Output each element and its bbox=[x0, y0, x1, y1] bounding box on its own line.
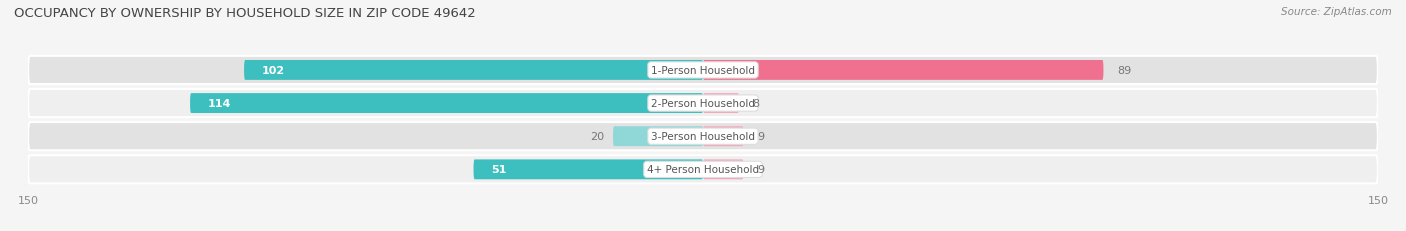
Text: 4+ Person Household: 4+ Person Household bbox=[647, 165, 759, 175]
Text: 2-Person Household: 2-Person Household bbox=[651, 99, 755, 109]
FancyBboxPatch shape bbox=[28, 123, 1378, 151]
Text: 9: 9 bbox=[756, 165, 763, 175]
Text: 1-Person Household: 1-Person Household bbox=[651, 66, 755, 76]
FancyBboxPatch shape bbox=[190, 94, 703, 113]
Text: 51: 51 bbox=[492, 165, 508, 175]
FancyBboxPatch shape bbox=[28, 90, 1378, 118]
Text: 3-Person Household: 3-Person Household bbox=[651, 132, 755, 142]
FancyBboxPatch shape bbox=[474, 160, 703, 179]
Text: OCCUPANCY BY OWNERSHIP BY HOUSEHOLD SIZE IN ZIP CODE 49642: OCCUPANCY BY OWNERSHIP BY HOUSEHOLD SIZE… bbox=[14, 7, 475, 20]
FancyBboxPatch shape bbox=[703, 160, 744, 179]
FancyBboxPatch shape bbox=[703, 127, 744, 146]
Text: 8: 8 bbox=[752, 99, 759, 109]
FancyBboxPatch shape bbox=[703, 94, 740, 113]
Text: 102: 102 bbox=[262, 66, 285, 76]
FancyBboxPatch shape bbox=[245, 61, 703, 81]
FancyBboxPatch shape bbox=[613, 127, 703, 146]
Text: 114: 114 bbox=[208, 99, 232, 109]
FancyBboxPatch shape bbox=[28, 156, 1378, 184]
Text: 9: 9 bbox=[756, 132, 763, 142]
Text: 89: 89 bbox=[1116, 66, 1132, 76]
Text: 20: 20 bbox=[591, 132, 605, 142]
Text: Source: ZipAtlas.com: Source: ZipAtlas.com bbox=[1281, 7, 1392, 17]
FancyBboxPatch shape bbox=[28, 57, 1378, 85]
FancyBboxPatch shape bbox=[703, 61, 1104, 81]
